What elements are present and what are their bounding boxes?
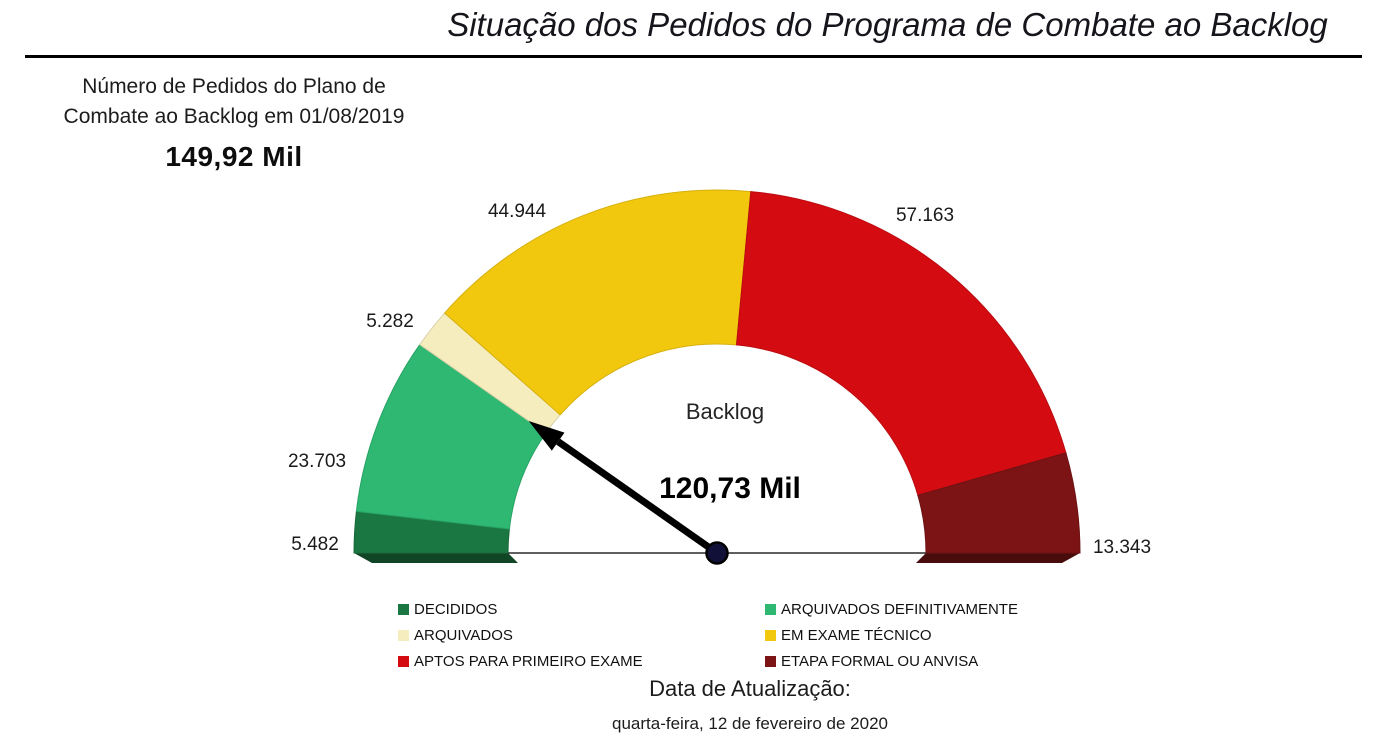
legend-label: EM EXAME TÉCNICO <box>781 627 932 644</box>
gauge-base-shadow-left <box>354 553 518 563</box>
total-card-label-line2: Combate ao Backlog em 01/08/2019 <box>63 105 405 128</box>
total-card: Número de Pedidos do Plano de Combate ao… <box>28 72 440 173</box>
legend-swatch-arquivados-definitivamente <box>765 604 776 615</box>
data-label-decididos: 5.482 <box>291 534 339 555</box>
legend-item-arquivados-definitivamente[interactable]: ARQUIVADOS DEFINITIVAMENTE <box>765 601 1018 618</box>
legend-item-decididos[interactable]: DECIDIDOS <box>398 601 765 618</box>
gauge-needle <box>556 438 720 556</box>
total-card-label-line1: Número de Pedidos do Plano de <box>82 75 386 98</box>
legend-label: ETAPA FORMAL OU ANVISA <box>781 653 979 670</box>
gauge-base-shadow-right <box>916 553 1080 563</box>
data-label-arquivados: 5.282 <box>366 311 414 332</box>
legend-item-etapa-formal-anvisa[interactable]: ETAPA FORMAL OU ANVISA <box>765 653 1018 670</box>
legend-swatch-aptos-primeiro-exame <box>398 656 409 667</box>
legend-swatch-etapa-formal-anvisa <box>765 656 776 667</box>
legend: DECIDIDOS ARQUIVADOS DEFINITIVAMENTE ARQ… <box>398 601 1018 670</box>
gauge-needle-arrowhead <box>528 420 565 451</box>
gauge-segment-em-exame-tecnico[interactable] <box>443 189 752 416</box>
gauge-segment-etapa-formal-ou-anvisa[interactable] <box>917 452 1081 554</box>
data-label-em-exame-tecnico: 44.944 <box>487 201 547 222</box>
gauge-center-label: Backlog <box>685 399 765 424</box>
gauge-chart: 5.482 23.703 5.282 44.944 57.163 13.343 … <box>270 185 1170 580</box>
legend-item-arquivados[interactable]: ARQUIVADOS <box>398 627 765 644</box>
gauge-center-value: 120,73 Mil <box>659 472 801 505</box>
data-label-etapa-formal-anvisa: 13.343 <box>1092 537 1152 558</box>
legend-label: DECIDIDOS <box>414 601 498 618</box>
data-label-aptos-primeiro-exame: 57.163 <box>895 205 955 226</box>
page-title: Situação dos Pedidos do Programa de Comb… <box>447 6 1328 43</box>
legend-swatch-em-exame-tecnico <box>765 630 776 641</box>
total-card-label: Número de Pedidos do Plano de Combate ao… <box>28 72 440 132</box>
gauge-arc <box>353 189 1081 565</box>
title-divider <box>25 55 1362 58</box>
legend-label: ARQUIVADOS DEFINITIVAMENTE <box>781 601 1018 618</box>
data-label-arquivados-definitivamente: 23.703 <box>287 451 347 472</box>
legend-item-em-exame-tecnico[interactable]: EM EXAME TÉCNICO <box>765 627 1018 644</box>
total-card-value: 149,92 Mil <box>165 141 303 172</box>
update-date-value: quarta-feira, 12 de fevereiro de 2020 <box>612 714 888 733</box>
legend-label: ARQUIVADOS <box>414 627 513 644</box>
legend-item-aptos-primeiro-exame[interactable]: APTOS PARA PRIMEIRO EXAME <box>398 653 765 670</box>
gauge-needle-pivot <box>705 541 729 565</box>
update-date-label: Data de Atualização: <box>649 676 851 701</box>
gauge-segment-aptos-para-primeiro-exame[interactable] <box>735 191 1067 496</box>
legend-swatch-decididos <box>398 604 409 615</box>
legend-label: APTOS PARA PRIMEIRO EXAME <box>414 653 643 670</box>
legend-swatch-arquivados <box>398 630 409 641</box>
